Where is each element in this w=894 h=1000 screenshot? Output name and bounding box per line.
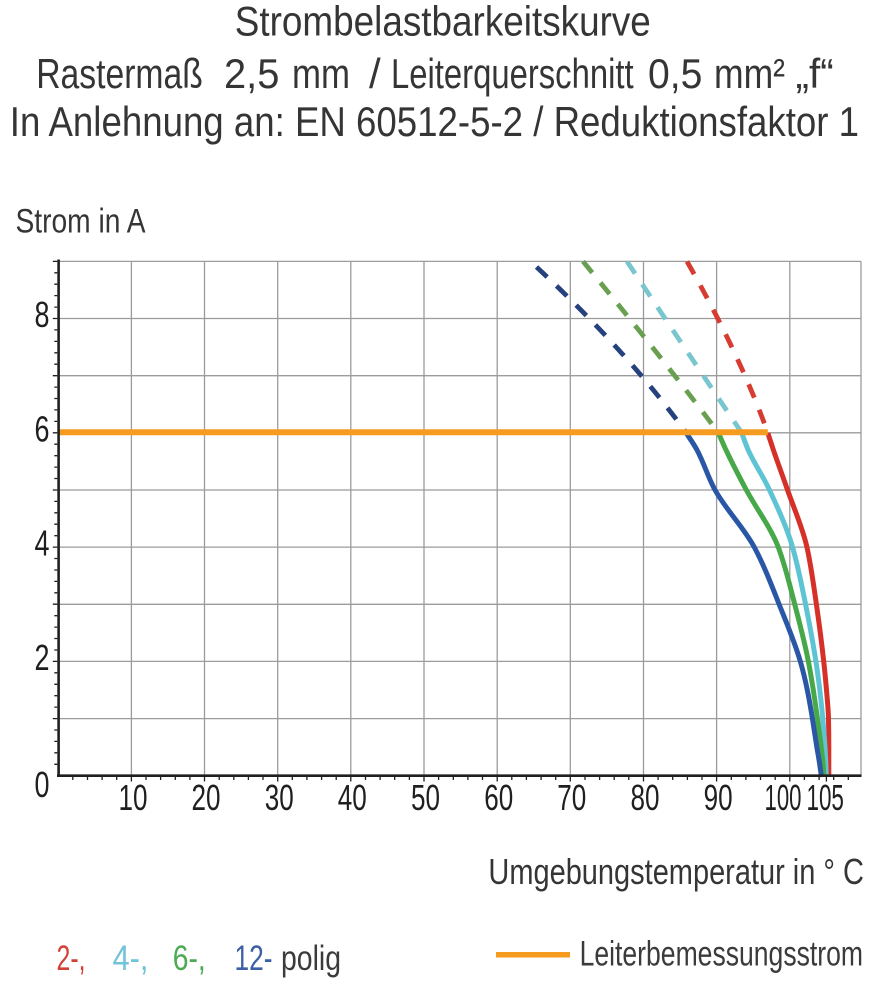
svg-text:70: 70	[557, 777, 586, 818]
svg-text:60: 60	[484, 777, 513, 818]
svg-text:Rastermaß: Rastermaß	[36, 50, 203, 97]
svg-text:2,5: 2,5	[224, 50, 279, 97]
svg-text:polig: polig	[281, 938, 341, 978]
svg-text:6: 6	[35, 408, 50, 449]
svg-text:8: 8	[35, 294, 50, 335]
svg-text:Strombelastbarkeitskurve: Strombelastbarkeitskurve	[235, 0, 651, 45]
svg-text:12-: 12-	[235, 938, 273, 978]
svg-text:2: 2	[35, 637, 50, 678]
svg-text:Leiterbemessungsstrom: Leiterbemessungsstrom	[580, 934, 863, 974]
svg-text:80: 80	[631, 777, 660, 818]
svg-text:20: 20	[192, 777, 221, 818]
svg-text:Leiterquerschnitt: Leiterquerschnitt	[391, 50, 634, 97]
svg-text:10: 10	[119, 777, 148, 818]
svg-text:4: 4	[35, 523, 50, 564]
svg-text:2-,: 2-,	[57, 938, 86, 978]
svg-text:100: 100	[765, 777, 802, 818]
svg-text:4-,: 4-,	[113, 938, 149, 978]
svg-text:0,5: 0,5	[648, 50, 702, 97]
svg-text:105: 105	[806, 777, 844, 818]
svg-text:mm: mm	[292, 50, 350, 97]
svg-text:Strom in A: Strom in A	[16, 203, 146, 241]
svg-text:6-,: 6-,	[173, 938, 206, 978]
svg-text:0: 0	[35, 764, 50, 805]
svg-text:40: 40	[338, 777, 367, 818]
svg-text:„f“: „f“	[796, 50, 834, 97]
svg-text:mm²: mm²	[714, 50, 785, 97]
svg-text:In Anlehnung an: EN 60512-5-2: In Anlehnung an: EN 60512-5-2 / Reduktio…	[10, 98, 859, 145]
svg-text:30: 30	[265, 777, 294, 818]
svg-text:Umgebungstemperatur in ° C: Umgebungstemperatur in ° C	[488, 851, 864, 892]
svg-text:/: /	[369, 50, 381, 97]
svg-text:90: 90	[704, 777, 733, 818]
svg-text:50: 50	[411, 777, 440, 818]
